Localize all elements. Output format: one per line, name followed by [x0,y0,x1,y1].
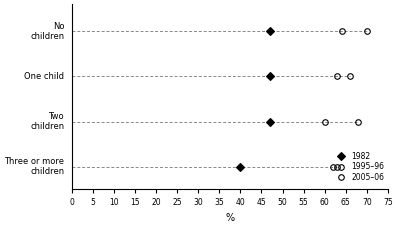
X-axis label: %: % [225,213,235,223]
Legend: 1982, 1995–96, 2005–06: 1982, 1995–96, 2005–06 [333,152,384,182]
